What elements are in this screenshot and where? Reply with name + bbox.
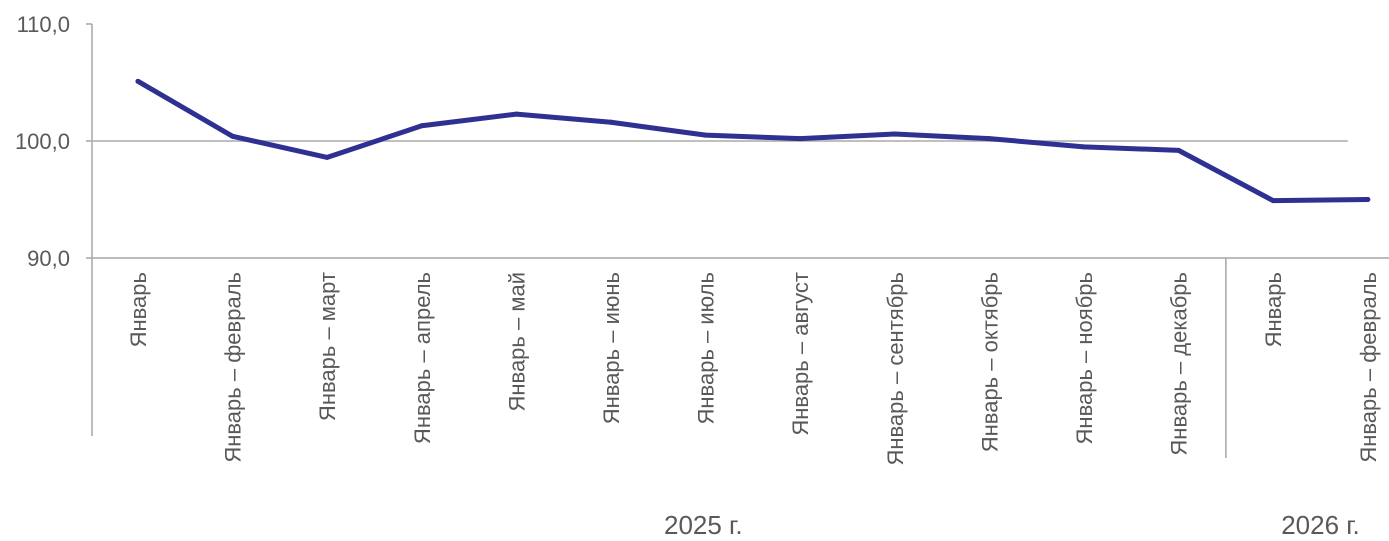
x-tick-label: Январь – октябрь (977, 272, 1002, 452)
data-point (135, 78, 141, 84)
x-tick-label: Январь (126, 272, 151, 347)
x-tick-label: Январь – ноябрь (1072, 272, 1097, 444)
x-tick-label: Январь – май (504, 272, 529, 412)
data-point (608, 119, 614, 125)
chart-axes (86, 23, 1389, 458)
data-point (1365, 197, 1371, 202)
series-line (135, 78, 1371, 204)
data-point (892, 131, 898, 137)
x-tick-label: Январь – март (315, 272, 340, 421)
y-tick-label: 110,0 (17, 12, 70, 37)
x-tick-label: Январь – август (788, 272, 813, 436)
data-point (1176, 147, 1182, 153)
x-tick-label: Январь – февраль (1356, 272, 1381, 463)
x-tick-label: Январь – февраль (221, 272, 246, 463)
x-tick-label: Январь (1261, 272, 1286, 347)
x-tick-label: Январь – июнь (599, 272, 624, 424)
y-tick-label: 90,0 (27, 246, 70, 271)
data-point (230, 133, 236, 139)
data-point (797, 136, 803, 142)
x-tick-label: Январь – декабрь (1167, 272, 1192, 456)
y-tick-label: 100,0 (15, 129, 70, 154)
year-group-label: 2025 г. (664, 510, 743, 540)
x-tick-label: Январь – сентябрь (883, 272, 908, 466)
data-point (419, 123, 425, 129)
tick-labels: 90,0 100,0 110,0 Январь Январь – февраль Янва… (15, 12, 1381, 540)
data-point (1270, 198, 1276, 204)
data-point (703, 132, 709, 138)
series-group (135, 78, 1371, 204)
data-point (324, 154, 330, 160)
year-group-label: 2026 г. (1281, 510, 1360, 540)
data-point (986, 136, 992, 142)
x-tick-label: Январь – апрель (410, 272, 435, 444)
x-tick-label: Январь – июль (694, 272, 719, 424)
data-point (1081, 144, 1087, 150)
data-point (513, 111, 519, 117)
